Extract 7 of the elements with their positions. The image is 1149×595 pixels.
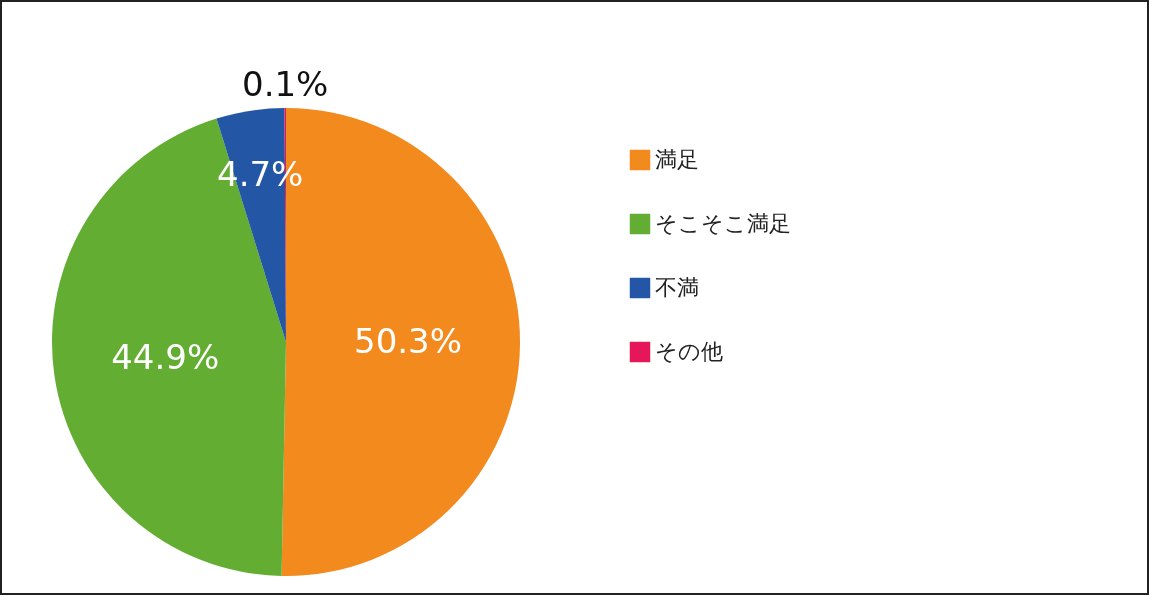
legend-label: その他 [655, 339, 723, 364]
data-label: 44.9% [111, 337, 220, 378]
legend-label: そこそこ満足 [655, 211, 791, 236]
legend-label: 満足 [655, 147, 699, 172]
data-label: 50.3% [353, 321, 462, 362]
legend-label: 不満 [655, 275, 699, 300]
data-label: 0.1% [242, 64, 329, 104]
